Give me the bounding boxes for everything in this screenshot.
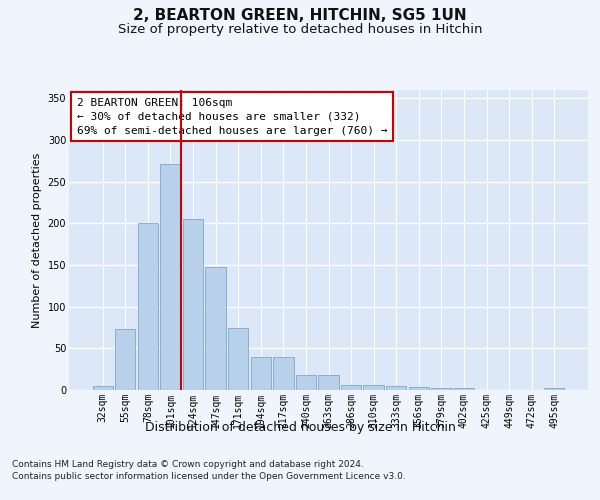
Text: Size of property relative to detached houses in Hitchin: Size of property relative to detached ho…: [118, 22, 482, 36]
Bar: [205, 266, 226, 390]
Bar: [273, 356, 293, 390]
Bar: [431, 388, 452, 390]
Bar: [454, 388, 474, 390]
Bar: [296, 375, 316, 390]
Bar: [364, 385, 384, 390]
Bar: [92, 386, 113, 390]
Y-axis label: Number of detached properties: Number of detached properties: [32, 152, 42, 328]
Bar: [386, 386, 406, 390]
Bar: [409, 386, 429, 390]
Bar: [544, 388, 565, 390]
Bar: [319, 375, 338, 390]
Text: Contains HM Land Registry data © Crown copyright and database right 2024.: Contains HM Land Registry data © Crown c…: [12, 460, 364, 469]
Text: 2 BEARTON GREEN: 106sqm
← 30% of detached houses are smaller (332)
69% of semi-d: 2 BEARTON GREEN: 106sqm ← 30% of detache…: [77, 98, 387, 136]
Bar: [228, 328, 248, 390]
Bar: [160, 164, 181, 390]
Bar: [183, 219, 203, 390]
Bar: [115, 329, 136, 390]
Text: 2, BEARTON GREEN, HITCHIN, SG5 1UN: 2, BEARTON GREEN, HITCHIN, SG5 1UN: [133, 8, 467, 22]
Bar: [138, 222, 158, 390]
Text: Contains public sector information licensed under the Open Government Licence v3: Contains public sector information licen…: [12, 472, 406, 481]
Bar: [251, 356, 271, 390]
Bar: [341, 385, 361, 390]
Text: Distribution of detached houses by size in Hitchin: Distribution of detached houses by size …: [145, 421, 455, 434]
